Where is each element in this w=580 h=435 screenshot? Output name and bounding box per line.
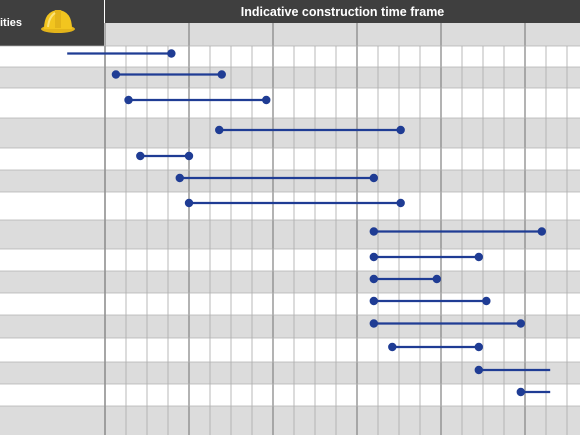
activity-start-marker [111, 70, 121, 79]
activity-end-marker [432, 274, 441, 284]
row-background [0, 46, 580, 67]
activity-start-marker [369, 274, 378, 284]
activity-start-marker [369, 252, 378, 262]
activity-start-marker [516, 387, 525, 397]
activity-start-marker [369, 319, 378, 328]
activity-end-marker [167, 49, 176, 58]
activity-end-marker [262, 95, 271, 105]
row-background [0, 293, 580, 315]
activity-end-marker [396, 198, 405, 208]
activity-start-marker [124, 95, 133, 105]
row-background [0, 118, 580, 148]
row-background [0, 271, 580, 293]
activity-end-marker [369, 173, 378, 183]
row-background [0, 338, 580, 362]
activities-header-label: ities [0, 17, 23, 29]
activity-start-marker [215, 125, 224, 135]
activity-end-marker [537, 227, 546, 236]
activity-start-marker [474, 365, 483, 375]
activity-end-marker [482, 296, 491, 306]
row-background [0, 315, 580, 338]
row-background [0, 192, 580, 220]
activity-end-marker [474, 342, 483, 352]
row-background [0, 220, 580, 249]
activity-start-marker [136, 151, 145, 161]
activity-start-marker [369, 227, 378, 236]
row-background [0, 406, 580, 435]
activity-end-marker [184, 151, 194, 161]
row-background [0, 148, 580, 170]
activities-header: ities [0, 0, 104, 46]
row-background [0, 249, 580, 271]
activity-start-marker [184, 198, 194, 208]
activity-end-marker [474, 252, 483, 262]
activity-start-marker [175, 173, 184, 183]
activity-end-marker [396, 125, 405, 135]
construction-helmet-icon [41, 10, 75, 33]
year-header-band [105, 23, 580, 46]
activity-end-marker [516, 319, 525, 328]
activity-end-marker [217, 70, 226, 79]
activity-start-marker [388, 342, 397, 352]
row-background [0, 384, 580, 406]
row-background [0, 88, 580, 118]
row-background [0, 170, 580, 192]
row-background [0, 67, 580, 88]
row-background [0, 362, 580, 384]
timeframe-header: Indicative construction time frame [105, 0, 580, 23]
activity-start-marker [369, 296, 378, 306]
